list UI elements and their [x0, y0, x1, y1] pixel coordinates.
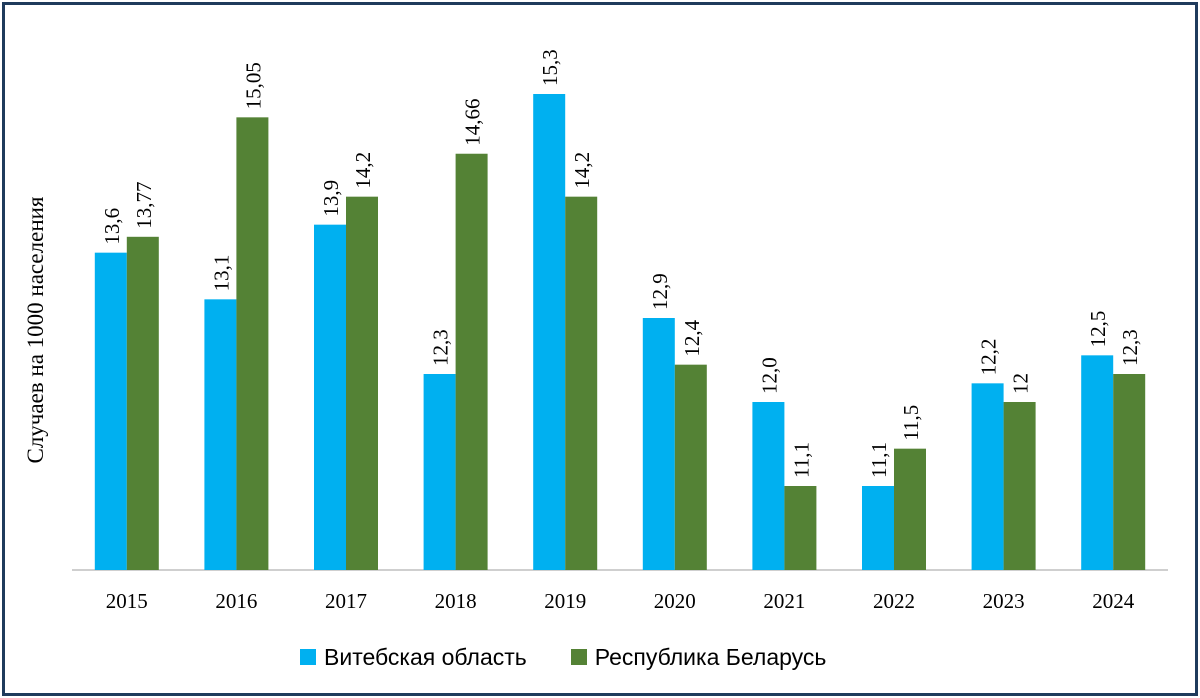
bar-vitebsk-2017 — [314, 224, 346, 570]
legend: Витебская область Республика Беларусь — [300, 640, 826, 674]
data-label-vitebsk-2020: 12,9 — [648, 273, 672, 310]
x-tick-label-2017: 2017 — [325, 589, 367, 613]
y-axis-label: Случаев на 1000 населения — [23, 196, 48, 464]
data-label-vitebsk-2018: 12,3 — [429, 329, 453, 366]
data-label-vitebsk-2019: 15,3 — [538, 49, 562, 86]
x-tick-label-2019: 2019 — [544, 589, 586, 613]
x-tick-label-2016: 2016 — [215, 589, 257, 613]
bar-vitebsk-2021 — [752, 402, 785, 570]
data-label-belarus-2016: 15,05 — [241, 62, 265, 109]
data-label-belarus-2024: 12,3 — [1118, 329, 1142, 366]
x-tick-label-2024: 2024 — [1092, 589, 1135, 613]
x-tick-label-2021: 2021 — [763, 589, 805, 613]
legend-label-vitebsk: Витебская область — [324, 643, 527, 670]
data-label-belarus-2021: 11,1 — [789, 442, 813, 478]
bar-belarus-2023 — [1003, 402, 1036, 570]
x-tick-label-2022: 2022 — [873, 589, 915, 613]
data-label-belarus-2017: 14,2 — [351, 152, 375, 189]
bar-vitebsk-2019 — [533, 94, 566, 570]
bar-belarus-2018 — [455, 153, 488, 570]
bar-belarus-2021 — [784, 486, 817, 570]
data-labels-group: 13,6 13,77 13,1 15,05 13,9 14,2 12,3 14,66 15,3 1… — [100, 49, 1142, 478]
bar-vitebsk-2016 — [204, 299, 237, 570]
bar-vitebsk-2023 — [971, 383, 1004, 570]
data-label-vitebsk-2016: 13,1 — [209, 255, 233, 292]
bar-belarus-2016 — [236, 117, 269, 570]
bar-belarus-2022 — [894, 448, 926, 570]
data-label-belarus-2023: 12 — [1009, 373, 1033, 394]
bar-belarus-2019 — [565, 196, 598, 570]
legend-swatch-belarus — [570, 649, 587, 665]
bar-vitebsk-2015 — [94, 252, 127, 570]
data-label-belarus-2018: 14,66 — [461, 98, 485, 145]
bar-vitebsk-2022 — [862, 486, 894, 570]
data-label-vitebsk-2021: 12,0 — [757, 357, 781, 394]
bar-belarus-2020 — [674, 364, 707, 570]
x-tick-label-2020: 2020 — [654, 589, 696, 613]
x-tick-label-2015: 2015 — [106, 589, 148, 613]
bar-belarus-2015 — [126, 236, 159, 571]
data-label-belarus-2020: 12,4 — [680, 319, 704, 356]
data-label-vitebsk-2024: 12,5 — [1086, 311, 1110, 348]
x-tick-label-2023: 2023 — [983, 589, 1025, 613]
bar-vitebsk-2024 — [1081, 355, 1114, 570]
bar-belarus-2017 — [346, 196, 378, 570]
legend-label-belarus: Республика Беларусь — [594, 643, 827, 670]
data-label-vitebsk-2017: 13,9 — [319, 180, 343, 217]
data-label-belarus-2019: 14,2 — [570, 152, 594, 189]
data-label-vitebsk-2015: 13,6 — [100, 208, 124, 245]
bar-vitebsk-2018 — [423, 374, 456, 570]
data-label-vitebsk-2023: 12,2 — [977, 339, 1001, 376]
data-label-belarus-2022: 11,5 — [899, 405, 923, 441]
bar-belarus-2024 — [1113, 374, 1146, 570]
bar-vitebsk-2020 — [642, 318, 675, 570]
data-label-vitebsk-2022: 11,1 — [867, 442, 891, 478]
bars-group — [94, 94, 1146, 571]
data-label-belarus-2015: 13,77 — [132, 182, 156, 229]
legend-swatch-vitebsk — [300, 649, 316, 665]
x-tick-label-2018: 2018 — [435, 589, 477, 613]
legend-item-belarus: Республика Беларусь — [570, 643, 827, 671]
x-tick-labels-group: 2015 2016 2017 2018 2019 2020 2021 2022 2023 2024 — [106, 589, 1135, 613]
legend-item-vitebsk: Витебская область — [300, 644, 527, 671]
